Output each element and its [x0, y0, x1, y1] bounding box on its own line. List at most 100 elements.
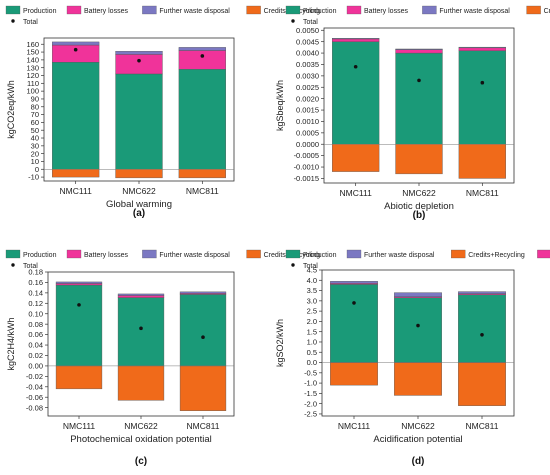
y-tick-label: 100 [26, 87, 39, 96]
y-tick-label: 160 [26, 40, 39, 49]
bar-production [330, 284, 378, 363]
y-tick-label: 120 [26, 71, 39, 80]
total-marker [352, 301, 356, 305]
x-tick-label: NMC111 [63, 421, 96, 431]
panel-c: -0.08-0.06 -0.04-0.020.00 0.020.04 0.060.08… [5, 249, 320, 467]
bar-further-waste-disposal [115, 51, 163, 55]
y-tick-label: -0.02 [26, 372, 43, 381]
y-tick-label: 2.0 [307, 317, 317, 326]
total-marker [201, 335, 205, 340]
bar-further-waste-disposal [178, 47, 226, 51]
bar-credits-recycling [330, 362, 378, 386]
total-marker [480, 332, 484, 337]
y-tick-label: -0.06 [26, 393, 43, 402]
y-tick-label: 3.5 [307, 286, 317, 295]
legend-swatch [451, 249, 466, 259]
legend-swatch [66, 5, 82, 15]
y-tick-label: -0.04 [26, 382, 43, 391]
y-tick-label: 0.14 [28, 288, 43, 297]
total-marker [139, 326, 143, 331]
bar-further-waste-disposal [55, 281, 103, 284]
y-axis-label-b: kgSbeq/kWh [275, 80, 285, 131]
bar-production [117, 297, 165, 367]
legend-label: Production [23, 8, 57, 15]
bar-further-waste-disposal [330, 281, 378, 284]
y-tick-label: 0.0050 [296, 26, 319, 35]
y-tick-label: 80 [31, 102, 39, 111]
legend-label: Battery losses [84, 8, 128, 15]
bar-credits-recycling [458, 144, 506, 179]
y-tick-label: 20 [31, 149, 39, 158]
y-tick-label: 140 [26, 55, 39, 64]
y-tick-label: 60 [31, 118, 39, 127]
x-tick-label: NMC622 [401, 421, 435, 431]
bar-production [115, 73, 163, 170]
y-tick-label: 110 [27, 79, 39, 88]
bar-credits-recycling [458, 362, 506, 406]
x-tick-label: NMC811 [466, 188, 499, 198]
legend-label: Production [23, 252, 57, 259]
y-axis-label-a: kgCO2eq/kWh [6, 80, 16, 139]
x-tick-label: NMC622 [124, 421, 158, 431]
bar-production [458, 294, 506, 363]
bar-battery-losses [395, 49, 443, 54]
legend-label: Further waste disposal [159, 252, 230, 259]
total-marker [77, 303, 81, 307]
legend-total-marker [11, 19, 15, 23]
y-tick-label: 130 [26, 63, 39, 72]
panel-a: -100102030405060708090100110120130140150… [5, 5, 320, 219]
y-tick-label: 10 [31, 157, 39, 166]
bar-further-waste-disposal [117, 293, 165, 296]
x-axis-label-c: Photochemical oxidation potential [70, 434, 212, 445]
y-tick-label: 0.0005 [296, 128, 319, 137]
bar-battery-losses [115, 54, 163, 75]
legend-label: Further waste disposal [159, 8, 230, 15]
y-tick-label: -0.08 [26, 403, 43, 412]
bar-battery-losses [52, 44, 100, 63]
panel-label-d: (d) [412, 456, 425, 467]
x-tick-label: NMC111 [60, 186, 93, 196]
y-tick-label: -2.5 [304, 410, 317, 419]
bar-credits-recycling [332, 144, 380, 172]
legend-swatch [285, 5, 301, 15]
legend-swatch [526, 5, 541, 15]
legend-total-marker [291, 19, 295, 23]
y-tick-label: -0.0010 [294, 163, 319, 172]
bar-production [178, 69, 226, 170]
y-tick-label: 0.0020 [296, 94, 319, 103]
total-marker [416, 323, 420, 328]
y-tick-label: 70 [31, 110, 39, 119]
x-tick-label: NMC622 [402, 188, 436, 198]
bar-production [394, 297, 442, 363]
y-tick-label: -1.0 [304, 379, 317, 388]
legend-label: Total [23, 263, 38, 270]
y-tick-label: 0.18 [28, 268, 43, 277]
legend-swatch [5, 249, 21, 259]
y-tick-label: 3.0 [307, 296, 317, 305]
y-tick-label: 0.0030 [296, 71, 319, 80]
bar-further-waste-disposal [458, 46, 506, 49]
total-marker [417, 78, 421, 83]
bar-battery-losses [55, 283, 103, 286]
legend-swatch [346, 249, 362, 259]
bar-credits-recycling [395, 144, 443, 175]
bar-production [458, 50, 506, 145]
y-tick-label: 0.12 [28, 299, 43, 308]
bar-production [52, 62, 100, 170]
legend-label: Further waste disposal [439, 8, 510, 15]
bar-battery-losses [458, 47, 506, 51]
total-marker [73, 47, 78, 52]
bar-credits-recycling [179, 365, 227, 411]
bar-further-waste-disposal [52, 41, 100, 46]
x-tick-label: NMC811 [187, 421, 220, 431]
bar-production [332, 41, 380, 145]
legend-label: Credits+Recycling [468, 252, 525, 259]
legend-d: Production Further waste disposal Credits+… [285, 249, 550, 270]
plot-area-c: -0.08-0.06 -0.04-0.020.00 0.020.04 0.060.08… [26, 268, 235, 431]
y-tick-label: 150 [26, 48, 39, 57]
y-tick-label: -1.5 [304, 389, 317, 398]
plot-area-d: -2.5 -2.0-1.5-1.0 -0.50.00.51.0 1.52.02.5 3.… [304, 266, 515, 431]
legend-swatch [142, 5, 157, 15]
legend-label: Further waste disposal [364, 252, 435, 259]
